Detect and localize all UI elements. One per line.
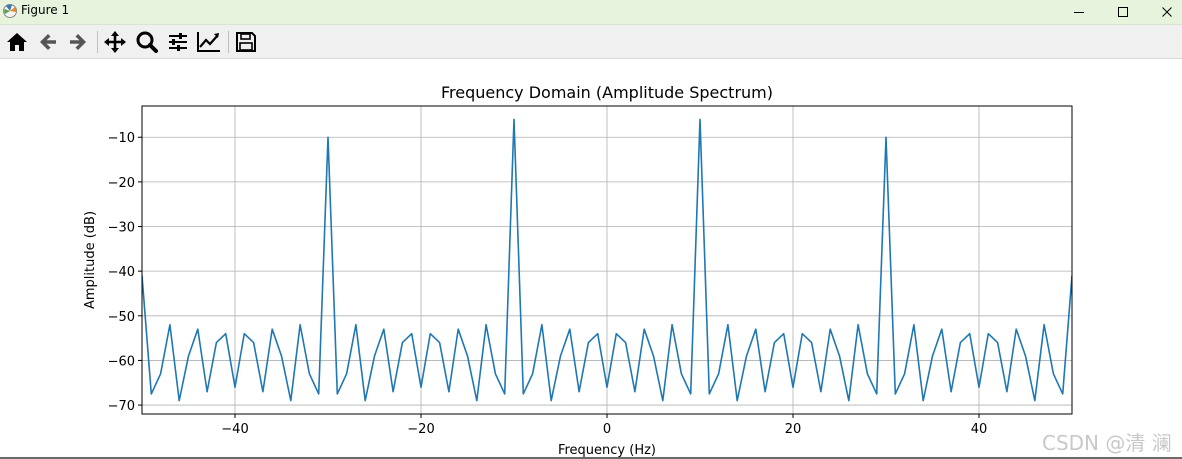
matplotlib-app-icon bbox=[2, 3, 18, 19]
back-arrow-icon bbox=[40, 34, 56, 50]
zoom-icon bbox=[136, 31, 158, 53]
x-tick-label: −40 bbox=[221, 422, 248, 437]
pan-button[interactable] bbox=[101, 28, 129, 56]
configure-subplots-button[interactable] bbox=[164, 28, 192, 56]
amplitude-spectrum-chart[interactable]: Frequency Domain (Amplitude Spectrum) −4… bbox=[0, 59, 1182, 457]
window-bottom-border bbox=[0, 457, 1182, 459]
save-icon bbox=[236, 32, 256, 52]
y-tick-label: −70 bbox=[108, 399, 135, 414]
ticks-layer: −40 −20 0 20 40 −10 −20 −30 −40 −50 −60 −70 bbox=[108, 131, 988, 437]
grid-lines bbox=[142, 106, 1072, 414]
y-tick-label: −50 bbox=[108, 310, 135, 325]
edit-axis-icon bbox=[197, 32, 220, 52]
y-tick-label: −30 bbox=[108, 221, 135, 236]
configure-subplots-icon bbox=[169, 33, 187, 51]
save-button[interactable] bbox=[232, 28, 260, 56]
x-tick-label: 20 bbox=[785, 422, 802, 437]
navigation-toolbar bbox=[0, 25, 1182, 58]
home-button[interactable] bbox=[3, 28, 31, 56]
x-tick-label: 0 bbox=[603, 422, 611, 437]
toolbar-border bbox=[0, 58, 1182, 59]
close-icon bbox=[1162, 7, 1172, 17]
edit-axis-button[interactable] bbox=[195, 28, 223, 56]
chart-title: Frequency Domain (Amplitude Spectrum) bbox=[441, 83, 773, 102]
spectrum-line bbox=[142, 118, 1072, 402]
y-tick-label: −10 bbox=[108, 131, 135, 146]
pan-icon bbox=[104, 31, 126, 53]
y-tick-label: −40 bbox=[108, 265, 135, 280]
toolbar-separator bbox=[97, 31, 98, 53]
back-button[interactable] bbox=[34, 28, 62, 56]
maximize-icon bbox=[1118, 7, 1128, 17]
close-button[interactable] bbox=[1144, 0, 1182, 24]
y-axis-label: Amplitude (dB) bbox=[83, 211, 98, 309]
zoom-button[interactable] bbox=[133, 28, 161, 56]
x-tick-label: 40 bbox=[971, 422, 988, 437]
forward-button[interactable] bbox=[64, 28, 92, 56]
y-tick-label: −60 bbox=[108, 354, 135, 369]
minimize-icon bbox=[1074, 12, 1084, 13]
window-title: Figure 1 bbox=[21, 3, 70, 17]
home-icon bbox=[7, 33, 27, 51]
csdn-watermark: CSDN @清 澜 bbox=[1042, 431, 1172, 455]
data-line-layer bbox=[142, 118, 1072, 402]
window-title-bar[interactable]: Figure 1 bbox=[0, 0, 1182, 25]
x-axis-label: Frequency (Hz) bbox=[558, 443, 656, 457]
toolbar-separator bbox=[228, 31, 229, 53]
minimize-button[interactable] bbox=[1056, 0, 1102, 24]
forward-arrow-icon bbox=[70, 34, 86, 50]
x-tick-label: −20 bbox=[407, 422, 434, 437]
maximize-button[interactable] bbox=[1100, 0, 1146, 24]
y-tick-label: −20 bbox=[108, 176, 135, 191]
